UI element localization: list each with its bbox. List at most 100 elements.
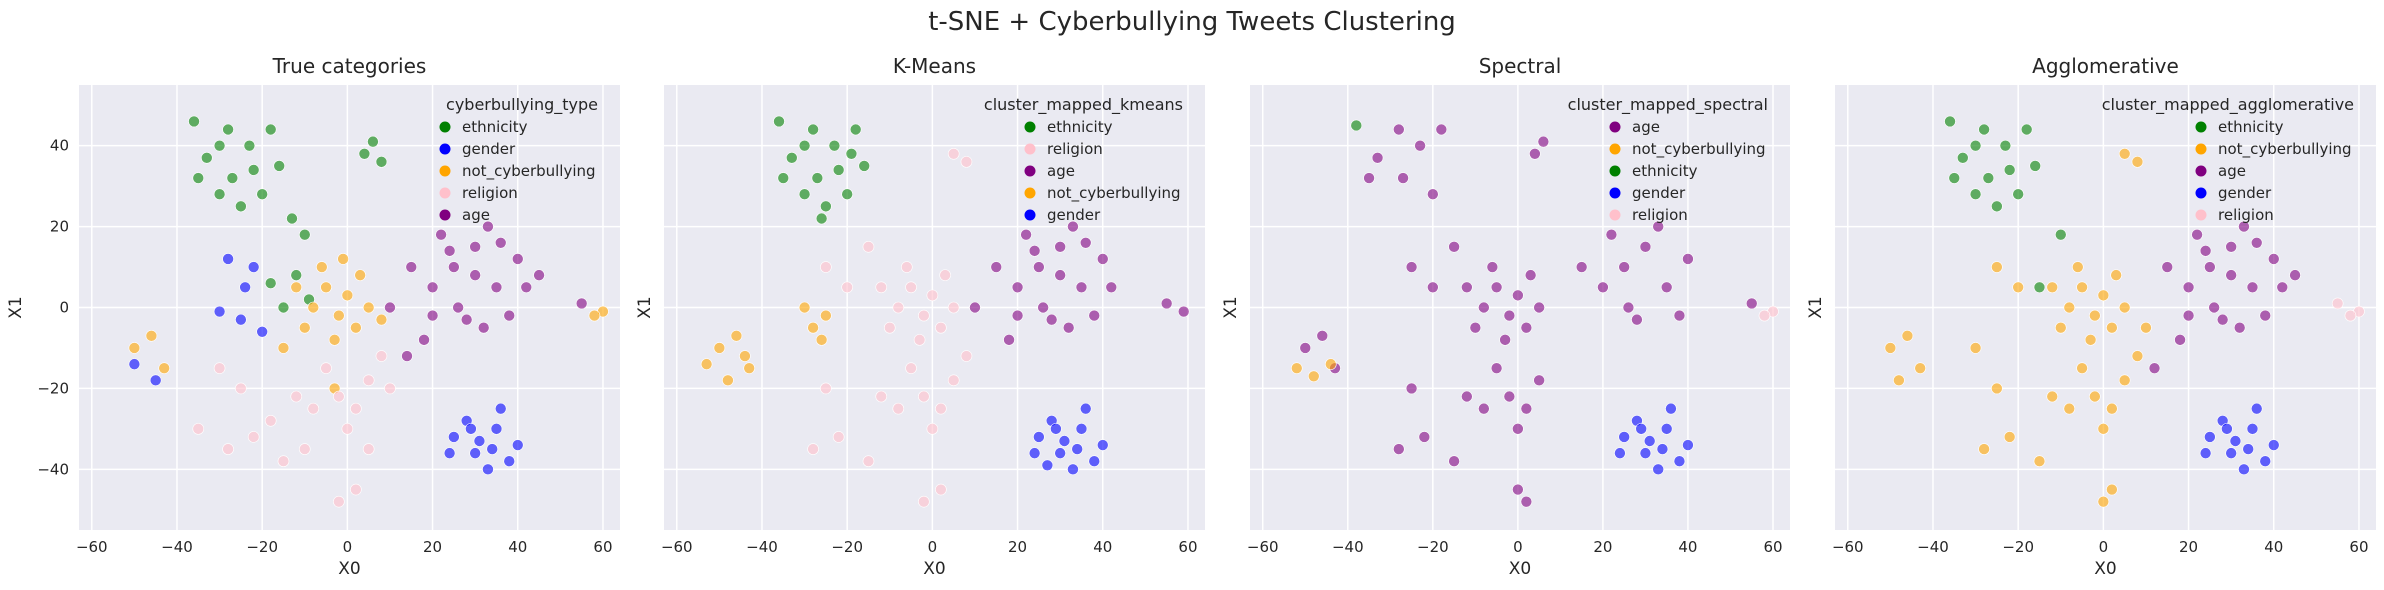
scatter-point — [1673, 455, 1686, 468]
scatter-point — [477, 321, 490, 334]
scatter-point — [2182, 281, 2195, 294]
legend-marker-gender — [2195, 187, 2207, 199]
scatter-point — [1884, 342, 1897, 354]
x-tick-label: 40 — [508, 538, 527, 556]
scatter-point — [990, 261, 1003, 273]
panel-title: Agglomerative — [2032, 54, 2179, 78]
scatter-point — [2097, 423, 2110, 435]
series-age — [969, 220, 1190, 346]
scatter-point — [1486, 261, 1499, 273]
scatter-point — [320, 281, 332, 294]
legend-label: ethnicity — [462, 118, 528, 136]
scatter-point — [1075, 281, 1088, 294]
scatter-point — [918, 309, 930, 322]
x-tick-label: 60 — [1763, 538, 1782, 556]
scatter-point — [1058, 435, 1071, 447]
scatter-point — [2063, 402, 2076, 415]
scatter-point — [798, 301, 811, 314]
scatter-point — [503, 455, 516, 468]
legend: cluster_mapped_kmeans ethnicity religion ag… — [984, 95, 1183, 224]
scatter-point — [1639, 241, 1652, 253]
scatter-point — [486, 443, 499, 455]
scatter-point — [469, 241, 481, 253]
y-tick-label: −40 — [37, 460, 69, 478]
scatter-point — [2054, 228, 2067, 241]
scatter-point — [1656, 443, 1669, 455]
scatter-point — [2097, 289, 2110, 302]
legend-label: gender — [462, 140, 516, 158]
scatter-point — [2289, 269, 2301, 281]
x-tick-label: −60 — [1247, 538, 1279, 556]
scatter-point — [2003, 431, 2016, 443]
scatter-point — [1682, 253, 1694, 265]
scatter-point — [264, 277, 277, 290]
scatter-point — [862, 241, 875, 253]
scatter-point — [384, 301, 396, 314]
scatter-point — [905, 281, 917, 294]
scatter-point — [743, 362, 755, 374]
scatter-point — [918, 495, 930, 508]
y-tick-label: 20 — [50, 218, 69, 236]
scatter-point — [2106, 321, 2118, 334]
panel-2: −60 −40 −20 0 20 40 60 X0 X1 K-Means cluster_mappe… — [635, 54, 1205, 579]
scatter-point — [832, 164, 845, 176]
legend-marker-ethnicity — [2195, 121, 2207, 133]
x-tick-label: 60 — [1178, 538, 1197, 556]
scatter-point — [913, 334, 926, 346]
scatter-point — [807, 321, 819, 334]
scatter-point — [405, 261, 418, 273]
x-tick-label: −40 — [746, 538, 778, 556]
scatter-point — [222, 123, 234, 136]
legend-label: age — [462, 206, 490, 224]
scatter-point — [777, 172, 790, 184]
scatter-point — [858, 160, 871, 172]
scatter-point — [1969, 139, 1982, 152]
x-tick-label: 40 — [1678, 538, 1697, 556]
series-religion — [2331, 297, 2365, 322]
scatter-point — [1067, 220, 1079, 233]
scatter-point — [482, 220, 494, 233]
scatter-point — [1490, 362, 1503, 374]
scatter-point — [845, 147, 858, 160]
scatter-point — [849, 123, 862, 136]
scatter-point — [1991, 200, 2003, 213]
y-tick-label: 0 — [59, 299, 69, 317]
scatter-point — [1393, 443, 1405, 455]
scatter-point — [722, 374, 734, 387]
scatter-point — [2331, 297, 2344, 310]
x-tick-label: −20 — [246, 538, 278, 556]
legend-label: gender — [2218, 184, 2272, 202]
scatter-point — [926, 423, 939, 435]
legend-label: age — [1632, 118, 1660, 136]
legend-marker-age — [439, 209, 451, 221]
series-ethnicity — [1944, 115, 2067, 294]
scatter-point — [2233, 321, 2246, 334]
scatter-point — [362, 374, 375, 387]
scatter-point — [1045, 313, 1058, 326]
scatter-point — [2076, 281, 2088, 294]
scatter-point — [1520, 495, 1533, 508]
scatter-point — [960, 156, 973, 168]
scatter-point — [469, 447, 481, 459]
scatter-point — [213, 188, 226, 201]
scatter-point — [1469, 321, 1482, 334]
scatter-point — [1520, 402, 1533, 415]
scatter-point — [862, 455, 875, 468]
scatter-point — [1096, 439, 1109, 451]
scatter-point — [1893, 374, 1905, 387]
scatter-point — [2216, 313, 2229, 326]
scatter-point — [1478, 301, 1490, 314]
scatter-point — [337, 253, 349, 265]
scatter-point — [1537, 135, 1550, 148]
scatter-point — [2204, 431, 2216, 443]
scatter-point — [243, 139, 256, 152]
scatter-point — [575, 297, 588, 310]
legend-marker-gender — [1024, 209, 1036, 221]
scatter-point — [700, 358, 713, 370]
scatter-point — [1490, 281, 1503, 294]
scatter-point — [960, 350, 973, 362]
scatter-point — [354, 269, 366, 281]
scatter-point — [1079, 236, 1092, 249]
legend-marker-gender — [1609, 187, 1621, 199]
scatter-point — [1160, 297, 1173, 310]
